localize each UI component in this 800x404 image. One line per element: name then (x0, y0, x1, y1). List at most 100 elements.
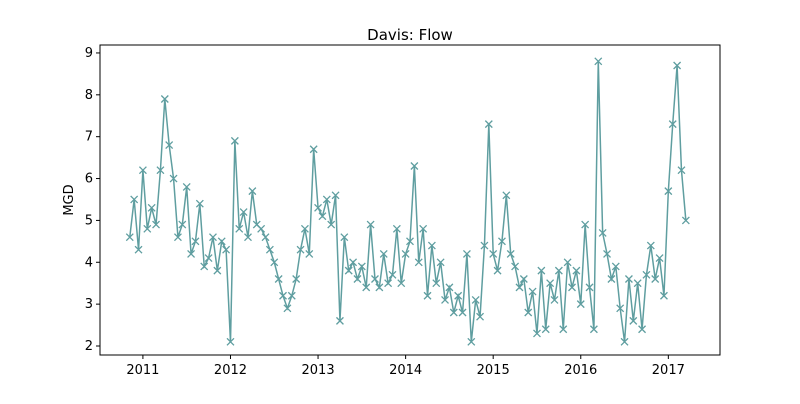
data-point (353, 275, 362, 283)
data-point (130, 195, 139, 204)
data-point (384, 279, 393, 288)
data-point (436, 258, 445, 267)
data-point (484, 120, 493, 129)
y-tick-label: 7 (85, 130, 93, 145)
data-point (441, 295, 449, 304)
data-point (414, 258, 423, 267)
data-point (344, 266, 353, 275)
data-point (235, 224, 244, 233)
data-point (572, 266, 581, 275)
data-point (230, 136, 239, 145)
data-point (410, 162, 419, 170)
x-tick-label: 2016 (564, 363, 597, 378)
data-point (187, 249, 196, 258)
data-point (349, 258, 358, 267)
data-point (335, 316, 344, 325)
data-point (480, 241, 489, 250)
data-point (493, 266, 502, 275)
data-point (248, 187, 257, 196)
data-point (296, 245, 305, 254)
data-point (279, 291, 287, 300)
data-point (642, 270, 651, 279)
data-point (257, 224, 266, 233)
data-point (226, 337, 235, 346)
data-point (620, 337, 629, 346)
data-point (559, 325, 568, 334)
data-point (173, 233, 182, 242)
data-point (664, 187, 673, 196)
data-point (506, 249, 515, 258)
data-point (646, 241, 655, 250)
data-point (213, 266, 222, 275)
data-point (165, 141, 174, 150)
y-tick-label: 6 (85, 172, 93, 187)
data-point (125, 233, 134, 242)
data-point (655, 254, 664, 263)
data-point (147, 203, 156, 212)
data-point (331, 191, 340, 200)
data-point (300, 224, 309, 233)
data-point (476, 312, 485, 321)
chart-title: Davis: Flow (367, 26, 453, 44)
x-tick-label: 2011 (126, 363, 159, 378)
data-point (633, 279, 642, 288)
data-point (309, 145, 318, 154)
y-tick-label: 4 (85, 255, 93, 270)
data-point (287, 291, 296, 300)
data-point (462, 249, 471, 258)
data-point (616, 304, 625, 313)
data-point (423, 291, 432, 300)
data-point (624, 275, 633, 283)
data-point (397, 279, 406, 288)
data-point (607, 275, 616, 283)
data-point (156, 166, 165, 175)
data-point (576, 300, 585, 309)
data-point (134, 245, 143, 254)
data-point (419, 224, 428, 233)
data-point (445, 283, 454, 292)
data-point (270, 258, 279, 267)
data-point (160, 95, 169, 103)
data-point (318, 212, 327, 221)
data-point (388, 270, 397, 279)
data-point (511, 262, 520, 271)
y-tick-label: 9 (85, 46, 93, 61)
data-point (200, 262, 209, 271)
data-point (432, 279, 441, 288)
data-point (471, 295, 480, 304)
data-point (467, 337, 476, 346)
data-point (138, 166, 147, 175)
data-point (182, 182, 191, 191)
data-point (191, 237, 200, 246)
data-point (371, 275, 379, 283)
x-tick-label: 2013 (302, 363, 335, 378)
data-point (554, 266, 563, 275)
data-point (392, 224, 401, 233)
data-point (603, 249, 611, 258)
data-point (401, 249, 410, 258)
y-tick-label: 3 (85, 297, 93, 312)
data-point (546, 279, 555, 288)
data-point (611, 262, 620, 271)
data-point (598, 229, 607, 237)
data-point (366, 220, 375, 229)
data-point (537, 266, 546, 275)
data-point (489, 249, 498, 258)
data-point (322, 195, 331, 204)
data-point (244, 233, 252, 242)
data-point (427, 241, 436, 250)
data-point (581, 220, 590, 229)
data-point (458, 308, 467, 317)
data-point (585, 283, 594, 292)
data-point (239, 208, 248, 216)
y-tick-label: 2 (85, 339, 93, 354)
data-point (314, 203, 323, 212)
data-point (515, 283, 524, 292)
axes-frame (99, 44, 721, 356)
data-point (222, 245, 231, 254)
data-point (292, 275, 301, 283)
y-tick-label: 8 (85, 88, 93, 103)
data-point (541, 325, 550, 334)
data-point (594, 57, 603, 66)
